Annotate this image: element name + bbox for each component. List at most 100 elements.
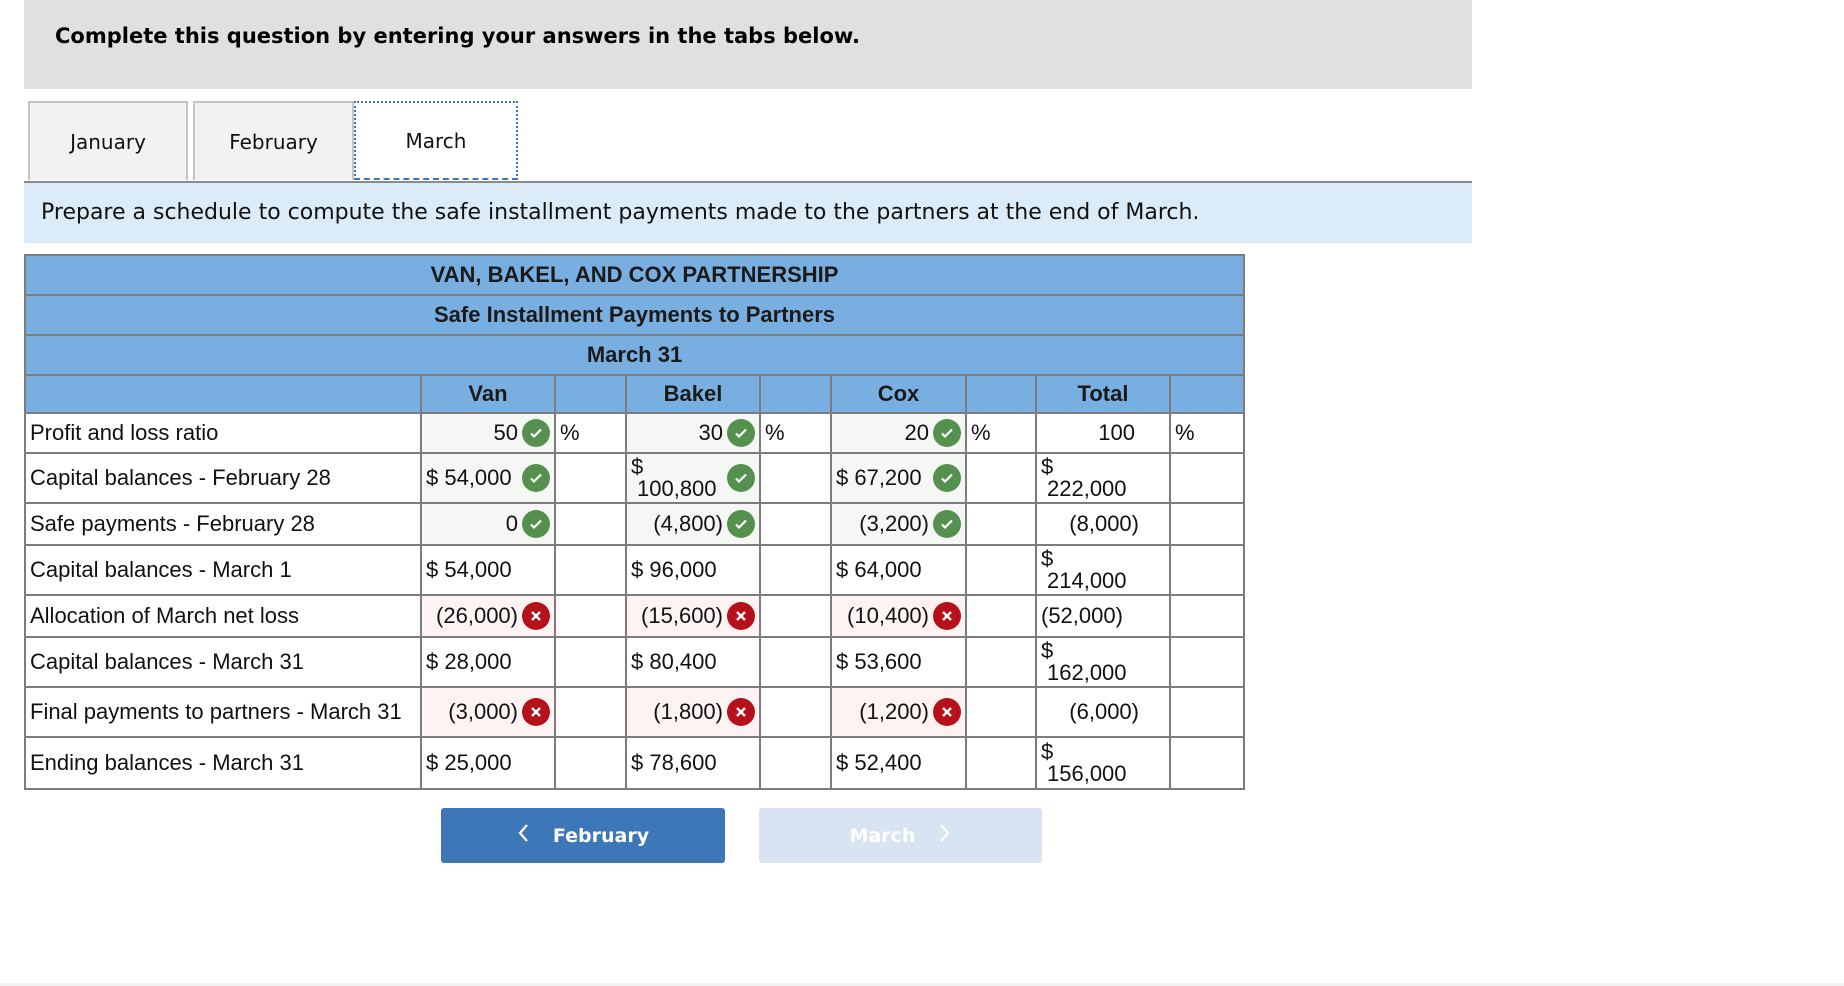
empty-cell — [759, 544, 832, 596]
percent-label: % — [1168, 412, 1246, 454]
table-row: Profit and loss ratio 50 % 30 % 20 % 100… — [24, 412, 1246, 454]
cell-value: 214,000 — [1047, 568, 1127, 593]
cell-value: $ 67,200 — [836, 465, 922, 490]
row-label: Capital balances - March 1 — [24, 544, 422, 596]
column-header-cox: Cox — [830, 374, 967, 414]
row-label: Allocation of March net loss — [24, 594, 422, 638]
chevron-right-icon — [939, 823, 951, 848]
next-tab-label: March — [849, 824, 916, 847]
cell-value: 162,000 — [1047, 660, 1127, 685]
cell-value: (1,200) — [859, 699, 929, 724]
dollar-sign: $ — [1041, 546, 1054, 571]
cell-value: (3,200) — [859, 511, 929, 536]
previous-tab-button[interactable]: February — [441, 808, 725, 863]
bakel-ending-balance: $ 78,600 — [625, 736, 761, 790]
total-capital-mar31: $162,000 — [1035, 636, 1171, 688]
cox-safe-payment-feb-input[interactable]: (3,200) — [830, 502, 967, 546]
x-mark-icon — [933, 602, 961, 630]
table-row: Capital balances - March 31 $ 28,000 $ 8… — [24, 636, 1246, 688]
van-loss-allocation-input[interactable]: (26,000) — [420, 594, 556, 638]
cell-value: (10,400) — [847, 603, 929, 628]
empty-cell — [554, 686, 627, 738]
table-row: Capital balances - March 1 $ 54,000 $ 96… — [24, 544, 1246, 596]
total-final-payment: (6,000) — [1035, 686, 1171, 738]
tab-divider — [24, 181, 1472, 183]
cell-value: 100,800 — [637, 476, 717, 501]
question-header: Complete this question by entering your … — [24, 0, 1472, 89]
table-row: Allocation of March net loss (26,000) (1… — [24, 594, 1246, 638]
van-capital-feb-input[interactable]: $ 54,000 — [420, 452, 556, 504]
total-ending-balance: $156,000 — [1035, 736, 1171, 790]
bakel-capital-feb-input[interactable]: $100,800 — [625, 452, 761, 504]
header-blank — [554, 374, 627, 414]
tab-march[interactable]: March — [354, 101, 518, 180]
van-safe-payment-feb-input[interactable]: 0 — [420, 502, 556, 546]
dollar-sign: $ — [1041, 638, 1054, 663]
van-final-payment-input[interactable]: (3,000) — [420, 686, 556, 738]
empty-cell — [965, 452, 1037, 504]
bakel-capital-mar1: $ 96,000 — [625, 544, 761, 596]
cell-value: 222,000 — [1047, 476, 1127, 501]
empty-cell — [1168, 736, 1246, 790]
header-blank — [24, 374, 422, 414]
next-tab-button: March — [759, 808, 1042, 863]
cox-ratio-input[interactable]: 20 — [830, 412, 967, 454]
cell-value: 20 — [904, 420, 929, 445]
bakel-final-payment-input[interactable]: (1,800) — [625, 686, 761, 738]
header-blank — [965, 374, 1037, 414]
bakel-capital-mar31: $ 80,400 — [625, 636, 761, 688]
cell-value: 100 — [1098, 420, 1135, 445]
check-icon — [727, 464, 755, 492]
empty-cell — [759, 594, 832, 638]
cell-value: $ 54,000 — [426, 465, 512, 490]
tab-february[interactable]: February — [193, 101, 354, 180]
van-capital-mar31: $ 28,000 — [420, 636, 556, 688]
schedule-subtitle: Safe Installment Payments to Partners — [23, 294, 1246, 336]
empty-cell — [965, 686, 1037, 738]
check-icon — [522, 464, 550, 492]
tab-january[interactable]: January — [28, 101, 188, 180]
empty-cell — [965, 594, 1037, 638]
total-loss-allocation: (52,000) — [1035, 594, 1171, 638]
dollar-sign: $ — [1041, 454, 1054, 479]
cox-capital-feb-input[interactable]: $ 67,200 — [830, 452, 967, 504]
empty-cell — [1168, 686, 1246, 738]
bakel-loss-allocation-input[interactable]: (15,600) — [625, 594, 761, 638]
check-icon — [727, 510, 755, 538]
percent-label: % — [554, 412, 627, 454]
cox-loss-allocation-input[interactable]: (10,400) — [830, 594, 967, 638]
check-icon — [727, 419, 755, 447]
dollar-sign: $ — [631, 454, 644, 479]
van-ratio-input[interactable]: 50 — [420, 412, 556, 454]
check-icon — [522, 510, 550, 538]
percent-label: % — [965, 412, 1037, 454]
cox-capital-mar31: $ 53,600 — [830, 636, 967, 688]
chevron-left-icon — [517, 823, 529, 848]
cox-capital-mar1: $ 64,000 — [830, 544, 967, 596]
table-row: Capital balances - February 28 $ 54,000 … — [24, 452, 1246, 504]
cox-final-payment-input[interactable]: (1,200) — [830, 686, 967, 738]
cell-value: (26,000) — [436, 603, 518, 628]
empty-cell — [1168, 594, 1246, 638]
percent-label: % — [759, 412, 832, 454]
row-label: Ending balances - March 31 — [24, 736, 422, 790]
cell-value: 30 — [698, 420, 723, 445]
empty-cell — [554, 636, 627, 688]
empty-cell — [965, 502, 1037, 546]
x-mark-icon — [933, 698, 961, 726]
empty-cell — [1168, 636, 1246, 688]
cell-value: 50 — [493, 420, 518, 445]
row-label: Capital balances - March 31 — [24, 636, 422, 688]
empty-cell — [759, 636, 832, 688]
empty-cell — [554, 544, 627, 596]
empty-cell — [1168, 452, 1246, 504]
empty-cell — [554, 594, 627, 638]
empty-cell — [965, 636, 1037, 688]
bakel-safe-payment-feb-input[interactable]: (4,800) — [625, 502, 761, 546]
empty-cell — [965, 736, 1037, 790]
cell-value: (1,800) — [653, 699, 723, 724]
cell-value: (6,000) — [1069, 699, 1139, 724]
cell-value: 0 — [505, 511, 518, 536]
header-blank — [759, 374, 832, 414]
bakel-ratio-input[interactable]: 30 — [625, 412, 761, 454]
